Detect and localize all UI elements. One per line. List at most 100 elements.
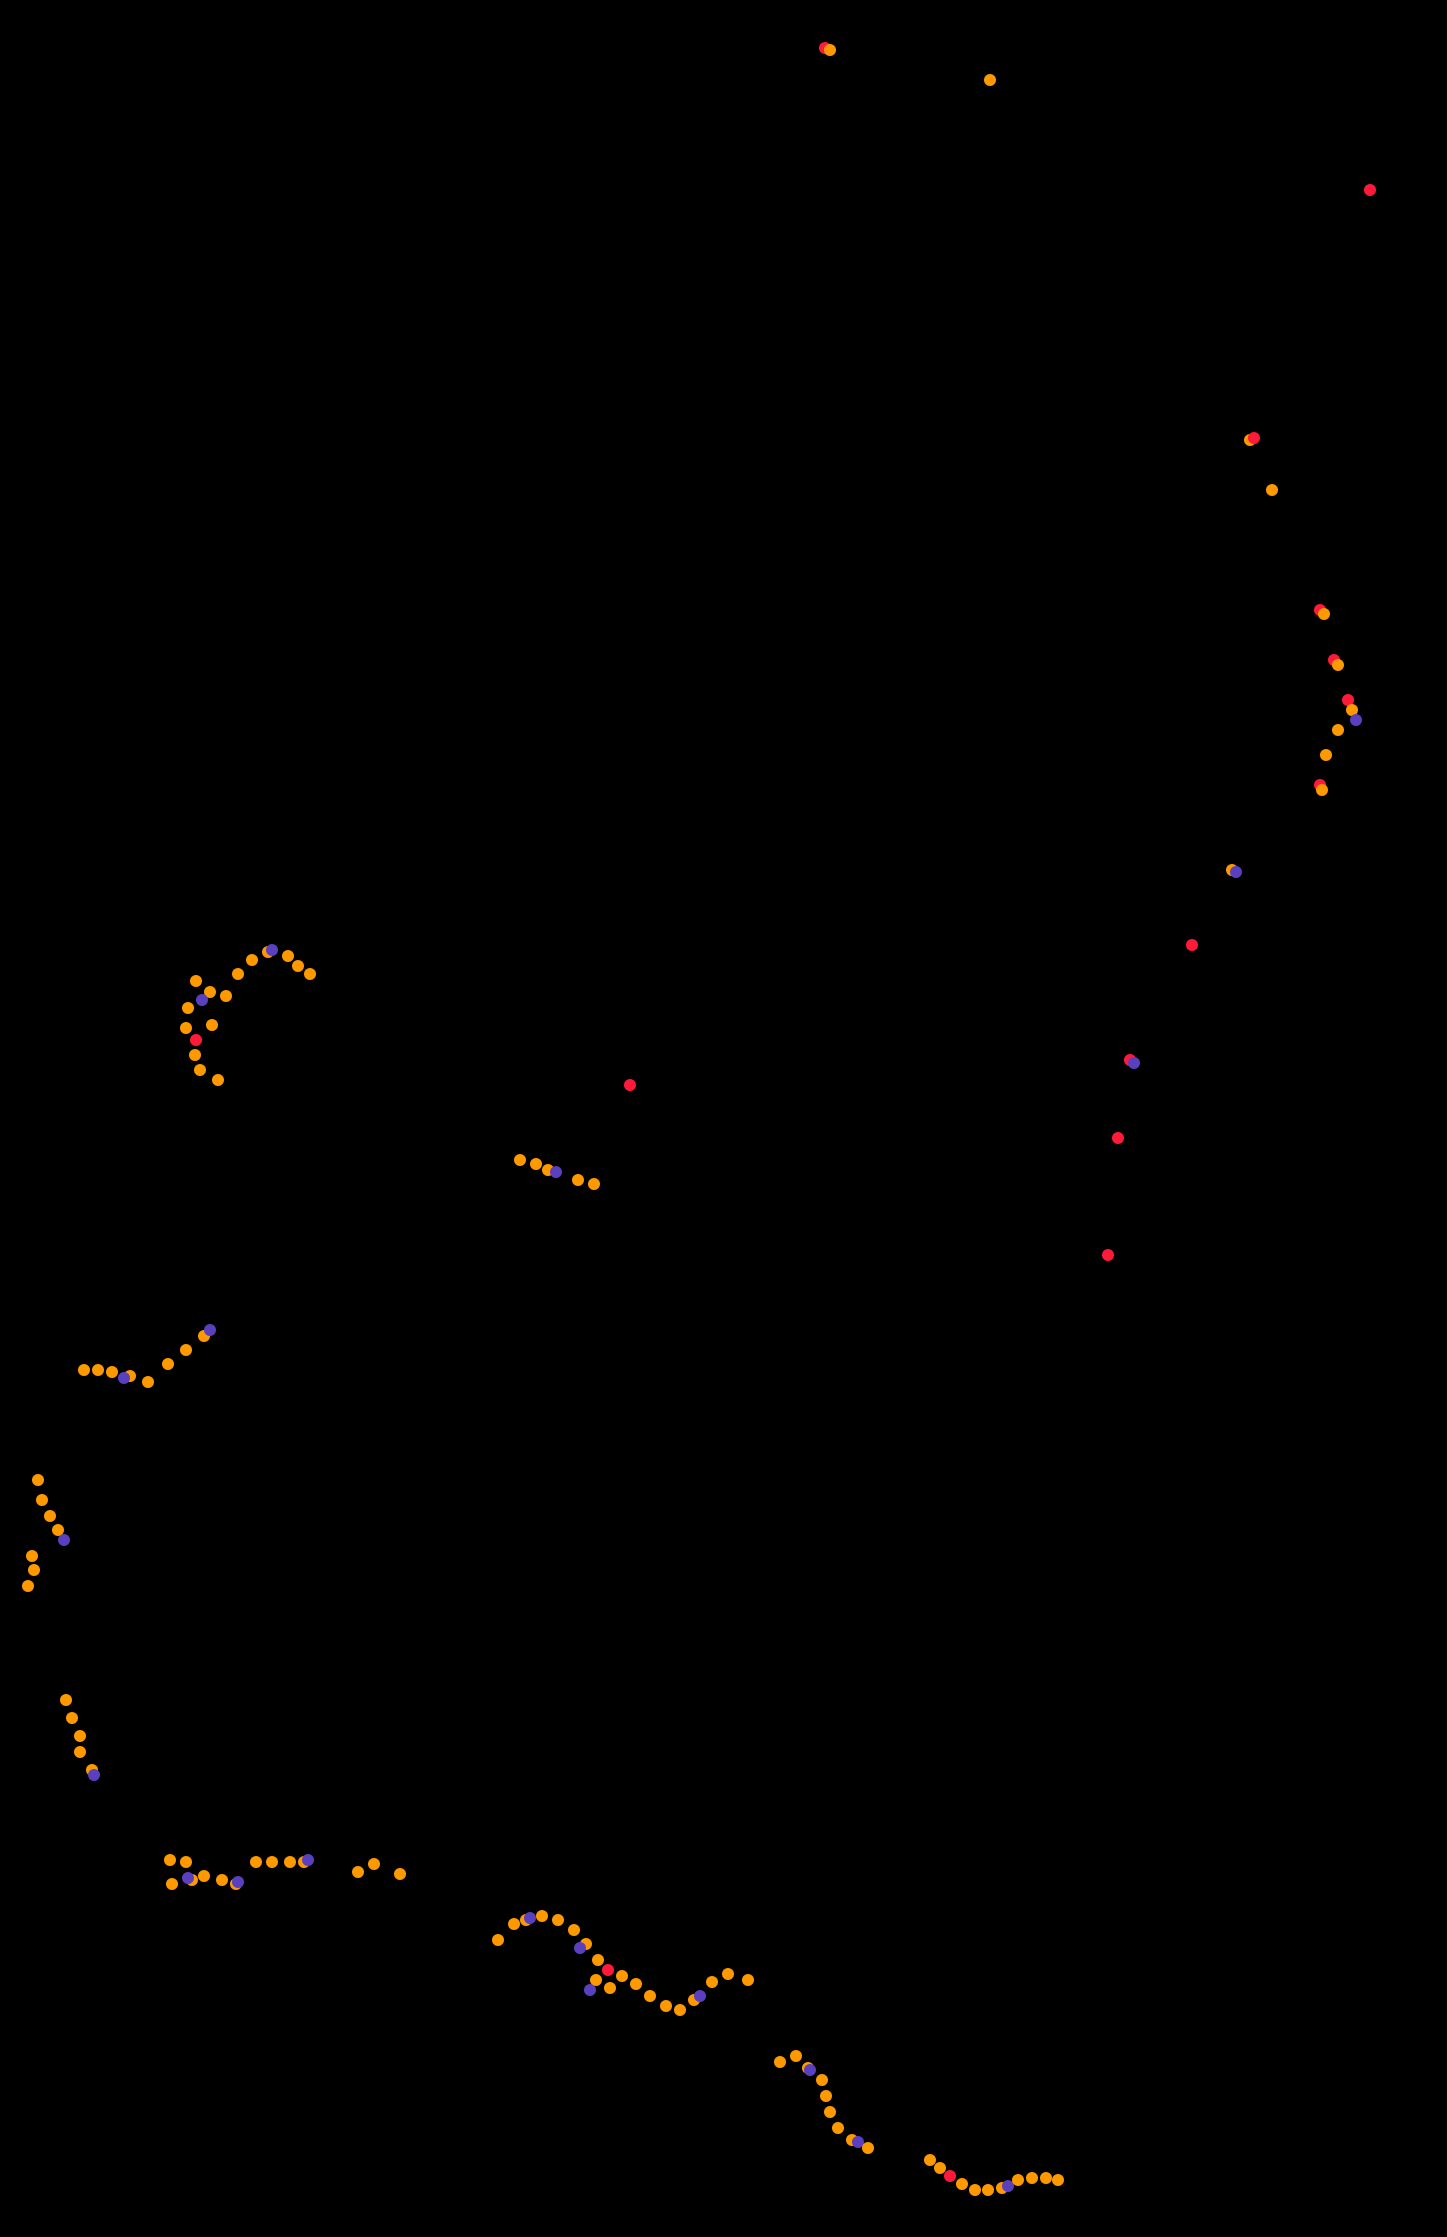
scatter-point [190,1034,202,1046]
scatter-point [182,1002,194,1014]
scatter-point [60,1694,72,1706]
scatter-point [1112,1132,1124,1144]
scatter-point [1102,1249,1114,1261]
scatter-point [982,2184,994,2196]
scatter-point [266,944,278,956]
scatter-point [1364,184,1376,196]
scatter-point [820,2090,832,2102]
scatter-point [790,2050,802,2062]
scatter-point [592,1954,604,1966]
scatter-point [220,990,232,1002]
scatter-point [584,1984,596,1996]
scatter-point [304,968,316,980]
scatter-point [1128,1057,1140,1069]
scatter-point [1026,2172,1038,2184]
scatter-point [302,1854,314,1866]
scatter-point [266,1856,278,1868]
scatter-point [180,1344,192,1356]
scatter-point [194,1064,206,1076]
scatter-point [956,2178,968,2190]
scatter-point [204,1324,216,1336]
scatter-point [660,2000,672,2012]
scatter-point [774,2056,786,2068]
scatter-point [568,1924,580,1936]
scatter-point [536,1910,548,1922]
scatter-point [1012,2174,1024,2186]
scatter-point [1320,749,1332,761]
scatter-point [804,2064,816,2076]
scatter-point [292,960,304,972]
scatter-point [368,1858,380,1870]
scatter-point [216,1874,228,1886]
scatter-point [1040,2172,1052,2184]
scatter-point [1350,714,1362,726]
scatter-point [232,1876,244,1888]
scatter-point [832,2122,844,2134]
scatter-point [352,1866,364,1878]
scatter-point [394,1868,406,1880]
scatter-point [1316,784,1328,796]
scatter-point [1186,939,1198,951]
scatter-point [250,1856,262,1868]
scatter-point [824,2106,836,2118]
scatter-point [1332,724,1344,736]
scatter-point [588,1178,600,1190]
scatter-point [530,1158,542,1170]
scatter-point [232,968,244,980]
scatter-point [74,1746,86,1758]
scatter-point [246,954,258,966]
scatter-point [524,1912,536,1924]
scatter-point [78,1364,90,1376]
scatter-point [862,2142,874,2154]
scatter-point [180,1856,192,1868]
scatter-point [212,1074,224,1086]
scatter-point [206,1019,218,1031]
scatter-point [514,1154,526,1166]
scatter-point [674,2004,686,2016]
scatter-point [36,1494,48,1506]
scatter-point [604,1982,616,1994]
scatter-point [552,1914,564,1926]
scatter-point [282,950,294,962]
scatter-point [106,1366,118,1378]
scatter-point [602,1964,614,1976]
scatter-canvas [0,0,1447,2237]
scatter-point [816,2074,828,2086]
scatter-point [44,1510,56,1522]
scatter-point [742,1974,754,1986]
scatter-point [74,1730,86,1742]
scatter-point [706,1976,718,1988]
scatter-point [944,2170,956,2182]
scatter-point [196,994,208,1006]
scatter-point [190,975,202,987]
scatter-point [162,1358,174,1370]
scatter-point [572,1174,584,1186]
scatter-point [26,1550,38,1562]
scatter-point [1248,432,1260,444]
scatter-point [58,1534,70,1546]
scatter-point [492,1934,504,1946]
scatter-point [574,1942,586,1954]
scatter-point [1332,659,1344,671]
scatter-point [694,1990,706,2002]
scatter-point [824,44,836,56]
scatter-point [1266,484,1278,496]
scatter-point [508,1918,520,1930]
scatter-point [624,1079,636,1091]
scatter-point [616,1970,628,1982]
scatter-point [1230,866,1242,878]
scatter-point [92,1364,104,1376]
scatter-point [166,1878,178,1890]
scatter-point [32,1474,44,1486]
scatter-point [198,1870,210,1882]
scatter-point [722,1968,734,1980]
scatter-point [66,1712,78,1724]
scatter-point [164,1854,176,1866]
scatter-point [969,2184,981,2196]
scatter-point [1318,608,1330,620]
scatter-point [118,1372,130,1384]
scatter-point [984,74,996,86]
scatter-point [644,1990,656,2002]
scatter-point [1052,2174,1064,2186]
scatter-point [182,1872,194,1884]
